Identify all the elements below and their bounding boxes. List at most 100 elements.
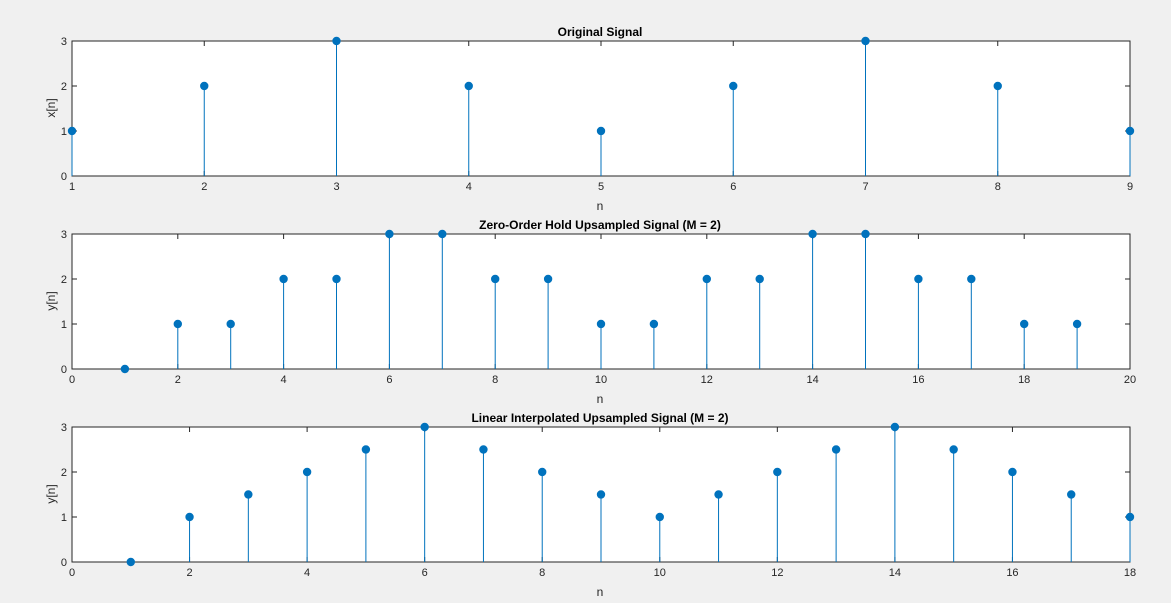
y-tick-label: 3 <box>61 36 67 48</box>
x-tick-label: 7 <box>862 181 868 193</box>
stem-marker <box>479 445 488 454</box>
x-tick-label: 8 <box>539 567 545 579</box>
x-tick-label: 6 <box>422 567 428 579</box>
x-tick-label: 0 <box>69 567 75 579</box>
stem-marker <box>361 445 371 454</box>
x-tick-label: 2 <box>175 374 181 386</box>
x-tick-label: 10 <box>595 374 607 386</box>
x-tick-label: 9 <box>1127 181 1133 193</box>
stem-marker <box>120 364 130 374</box>
stem-marker <box>755 274 764 284</box>
x-tick-label: 4 <box>304 567 310 579</box>
stem-marker <box>861 36 870 46</box>
stem-marker <box>332 274 341 284</box>
x-tick-label: 14 <box>806 374 818 386</box>
stem-marker <box>729 81 738 91</box>
stem-marker <box>332 36 341 46</box>
stem-marker <box>173 319 182 329</box>
y-tick-label: 2 <box>61 81 67 93</box>
chart-title: Original Signal <box>558 25 643 39</box>
stem-marker <box>385 229 394 239</box>
subplot-linear-interpolated: Linear Interpolated Upsampled Signal (M … <box>44 411 1136 599</box>
x-tick-label: 20 <box>1124 374 1136 386</box>
chart-title: Linear Interpolated Upsampled Signal (M … <box>471 411 728 425</box>
x-tick-label: 12 <box>771 567 783 579</box>
stem-marker <box>808 229 817 239</box>
x-tick-label: 1 <box>69 181 75 193</box>
y-tick-label: 0 <box>61 171 67 183</box>
stem-marker <box>1008 467 1017 477</box>
stem-marker <box>596 319 606 329</box>
y-tick-label: 2 <box>61 274 67 286</box>
chart-title: Zero-Order Hold Upsampled Signal (M = 2) <box>479 218 721 232</box>
stem-marker <box>773 467 782 477</box>
x-axis-label: n <box>597 585 604 599</box>
stem-marker <box>714 490 723 499</box>
stem-marker <box>655 512 664 522</box>
x-tick-label: 14 <box>889 567 901 579</box>
stem-marker <box>1072 319 1082 329</box>
stem-marker <box>949 445 958 454</box>
x-tick-label: 4 <box>281 374 287 386</box>
x-tick-label: 5 <box>598 181 604 193</box>
y-tick-label: 2 <box>61 467 67 479</box>
x-tick-label: 12 <box>701 374 713 386</box>
y-tick-label: 1 <box>61 512 67 524</box>
stem-marker <box>538 467 547 477</box>
x-tick-label: 6 <box>386 374 392 386</box>
y-tick-label: 0 <box>61 364 67 376</box>
y-axis-label: y[n] <box>44 291 58 310</box>
stem-marker <box>1125 512 1135 522</box>
stem-marker <box>200 81 209 91</box>
x-tick-label: 0 <box>69 374 75 386</box>
y-tick-label: 3 <box>61 229 67 241</box>
y-tick-label: 0 <box>61 557 67 569</box>
x-tick-label: 2 <box>201 181 207 193</box>
stem-marker <box>420 422 429 432</box>
stem-marker <box>890 422 900 432</box>
stem-marker <box>185 512 194 522</box>
stem-marker <box>464 81 473 91</box>
stem-marker <box>861 229 870 239</box>
stem-marker <box>993 81 1002 91</box>
stem-marker <box>831 445 841 454</box>
stem-marker <box>967 274 976 284</box>
x-tick-label: 18 <box>1018 374 1030 386</box>
stem-marker <box>279 274 288 284</box>
x-tick-label: 2 <box>186 567 192 579</box>
x-tick-label: 16 <box>1006 567 1018 579</box>
y-tick-label: 1 <box>61 319 67 331</box>
stem-marker <box>596 490 606 499</box>
x-axis-label: n <box>597 392 604 406</box>
stem-marker <box>302 467 312 477</box>
stem-marker <box>244 490 253 499</box>
x-tick-label: 16 <box>912 374 924 386</box>
x-axis-label: n <box>597 199 604 213</box>
x-tick-label: 10 <box>654 567 666 579</box>
x-tick-label: 8 <box>492 374 498 386</box>
stem-marker <box>1125 126 1135 136</box>
y-axis-label: y[n] <box>44 484 58 503</box>
stem-marker <box>491 274 500 284</box>
stem-marker <box>543 274 553 284</box>
stem-marker <box>914 274 923 284</box>
y-axis-label: x[n] <box>44 98 58 117</box>
stem-marker <box>226 319 235 329</box>
x-tick-label: 3 <box>333 181 339 193</box>
y-tick-label: 1 <box>61 126 67 138</box>
stem-marker <box>649 319 659 329</box>
x-tick-label: 8 <box>995 181 1001 193</box>
x-tick-label: 4 <box>466 181 472 193</box>
x-tick-label: 6 <box>730 181 736 193</box>
x-tick-label: 18 <box>1124 567 1136 579</box>
stem-marker <box>67 126 77 136</box>
stem-marker <box>1067 490 1076 499</box>
y-tick-label: 3 <box>61 422 67 434</box>
stem-marker <box>126 557 135 567</box>
stem-marker <box>438 229 447 239</box>
stem-marker <box>1019 319 1029 329</box>
stem-marker <box>596 126 606 136</box>
subplot-zero-order-hold: Zero-Order Hold Upsampled Signal (M = 2)… <box>44 218 1136 406</box>
